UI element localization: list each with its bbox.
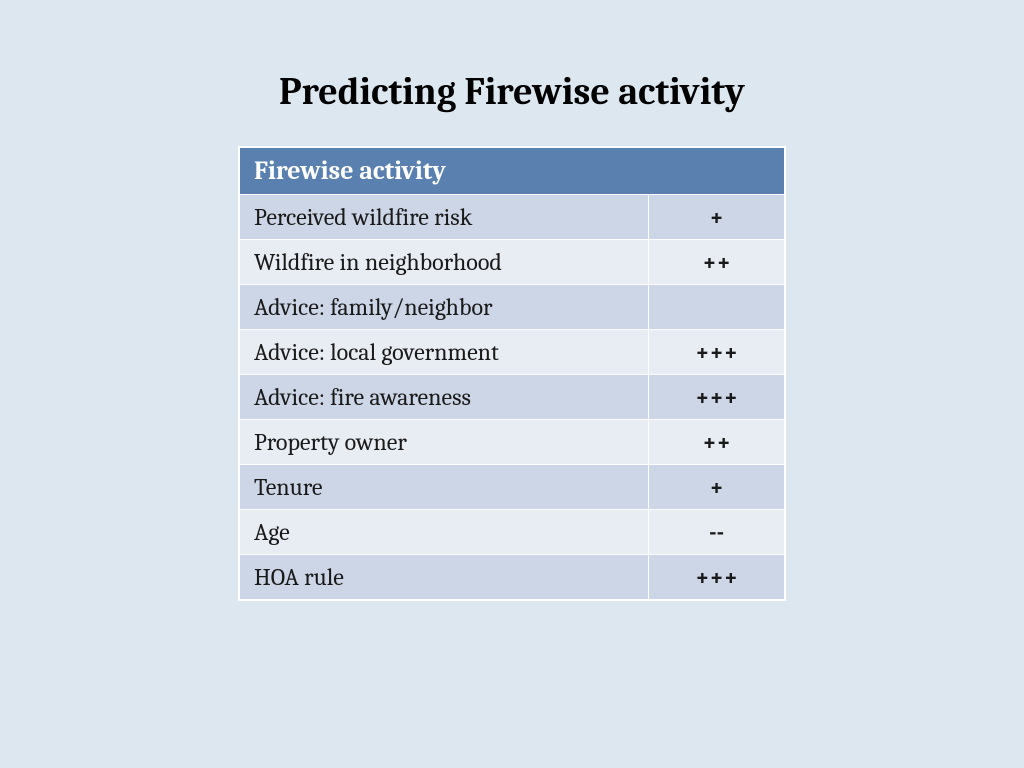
- table-row: HOA rule +++: [240, 555, 785, 600]
- table-row: Age --: [240, 510, 785, 555]
- table-row: Advice: family/neighbor: [240, 285, 785, 330]
- table-row: Wildfire in neighborhood ++: [240, 240, 785, 285]
- row-label: Perceived wildfire risk: [240, 195, 649, 240]
- page-title: Predicting Firewise activity: [279, 70, 745, 114]
- row-value: +: [649, 195, 785, 240]
- row-label: HOA rule: [240, 555, 649, 600]
- row-label: Advice: fire awareness: [240, 375, 649, 420]
- row-value: --: [649, 510, 785, 555]
- row-value: [649, 285, 785, 330]
- table-header: Firewise activity: [240, 148, 785, 195]
- row-label: Advice: local government: [240, 330, 649, 375]
- slide: Predicting Firewise activity Firewise ac…: [0, 0, 1024, 768]
- row-label: Property owner: [240, 420, 649, 465]
- table-row: Advice: local government +++: [240, 330, 785, 375]
- table-row: Property owner ++: [240, 420, 785, 465]
- row-label: Tenure: [240, 465, 649, 510]
- row-value: +++: [649, 330, 785, 375]
- table-row: Perceived wildfire risk +: [240, 195, 785, 240]
- row-value: +++: [649, 375, 785, 420]
- table-container: Firewise activity Perceived wildfire ris…: [238, 146, 786, 601]
- row-value: ++: [649, 420, 785, 465]
- row-label: Advice: family/neighbor: [240, 285, 649, 330]
- row-label: Wildfire in neighborhood: [240, 240, 649, 285]
- row-value: +: [649, 465, 785, 510]
- row-value: ++: [649, 240, 785, 285]
- table-row: Tenure +: [240, 465, 785, 510]
- table-row: Advice: fire awareness +++: [240, 375, 785, 420]
- firewise-table: Firewise activity Perceived wildfire ris…: [239, 147, 785, 600]
- row-value: +++: [649, 555, 785, 600]
- row-label: Age: [240, 510, 649, 555]
- table-header-row: Firewise activity: [240, 148, 785, 195]
